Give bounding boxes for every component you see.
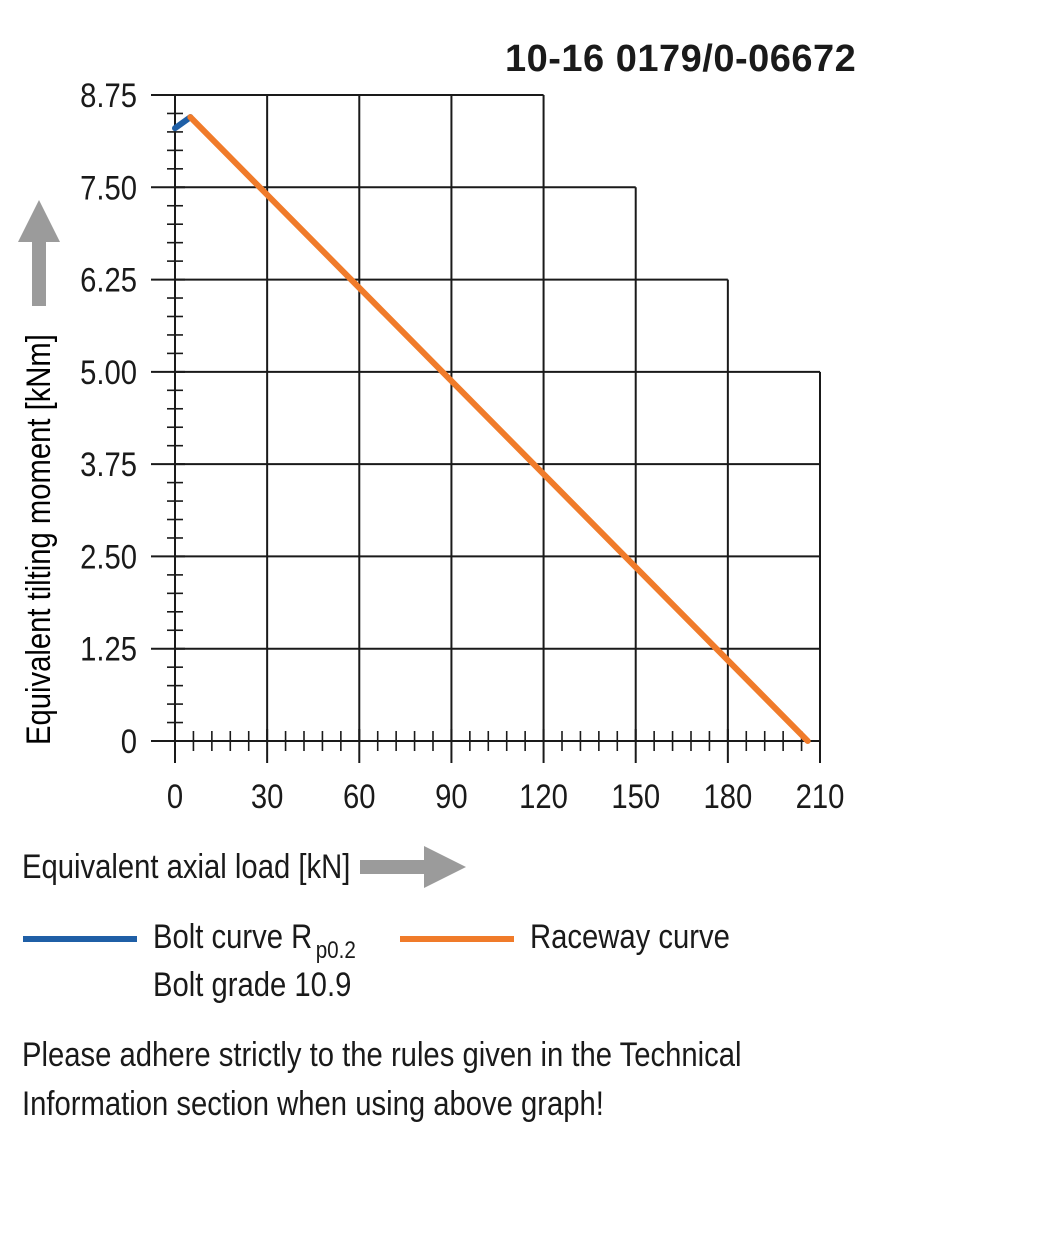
tick-marks (151, 94, 821, 763)
x-tick-label: 90 (435, 777, 468, 816)
y-tick-label: 5.00 (80, 353, 137, 392)
raceway-curve-line (187, 114, 811, 744)
x-tick-label: 150 (611, 777, 660, 816)
y-tick-label: 2.50 (80, 537, 137, 576)
y-tick-label: 3.75 (80, 445, 137, 484)
x-tick-label: 60 (343, 777, 376, 816)
note-line-1: Please adhere strictly to the rules give… (22, 1036, 742, 1074)
legend-raceway-label: Raceway curve (530, 918, 730, 956)
y-tick-label: 7.50 (80, 168, 137, 207)
legend-bolt-subscript: p0.2 (315, 937, 356, 964)
tick-labels: 0 30 60 90 120 150 180 210 0 1.25 2.50 3.75 5.00 6.25… (80, 76, 844, 816)
legend-bolt-swatch (23, 936, 137, 942)
y-tick-label: 0 (121, 722, 137, 761)
series (172, 114, 811, 744)
chart-plot: 0 30 60 90 120 150 180 210 0 1.25 2.50 3.75 5.00 6.25… (18, 76, 844, 816)
x-axis-label: Equivalent axial load [kN] (22, 848, 351, 886)
note-line-2: Information section when using above gra… (22, 1085, 604, 1123)
x-tick-label: 210 (796, 777, 845, 816)
y-tick-label: 1.25 (80, 630, 137, 669)
grid (174, 94, 821, 742)
x-tick-label: 0 (167, 777, 183, 816)
x-tick-label: 30 (251, 777, 284, 816)
x-tick-label: 180 (703, 777, 752, 816)
y-tick-label: 6.25 (80, 260, 137, 299)
arrow-right-icon (360, 846, 466, 888)
x-tick-label: 120 (519, 777, 568, 816)
y-tick-label: 8.75 (80, 76, 137, 115)
legend-bolt-text: Bolt curve R (153, 918, 313, 956)
y-axis-label: Equivalent tilting moment [kNm] (19, 334, 58, 745)
legend-bolt-grade: Bolt grade 10.9 (153, 966, 352, 1004)
legend-raceway-swatch (400, 936, 514, 942)
chart-title: 10-16 0179/0-06672 (505, 38, 857, 80)
bolt-curve-line (172, 114, 194, 132)
arrow-up-icon (18, 200, 60, 306)
